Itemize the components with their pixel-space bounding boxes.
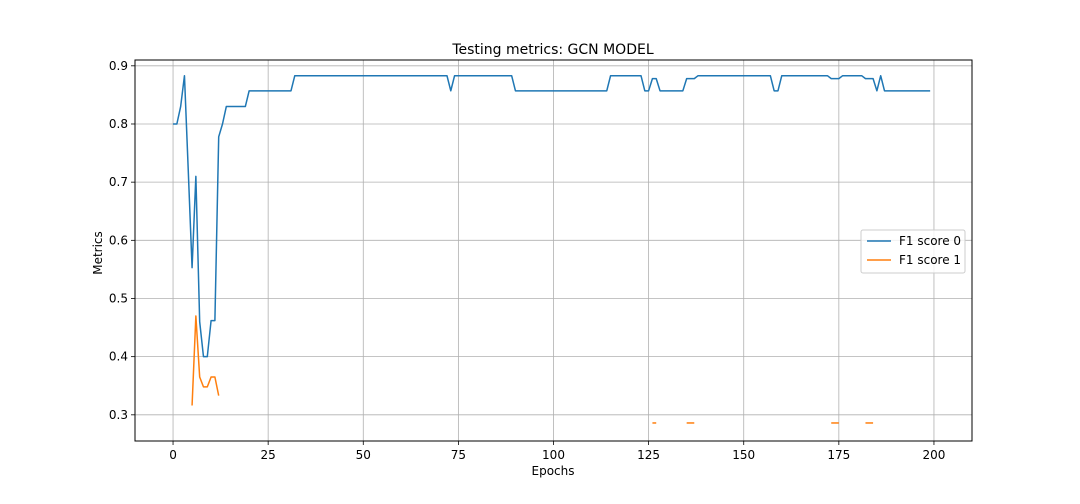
x-tick-label: 100 — [542, 448, 565, 462]
y-tick-label: 0.3 — [109, 408, 128, 422]
y-tick-label: 0.4 — [109, 350, 128, 364]
x-tick-label: 200 — [923, 448, 946, 462]
chart-title: Testing metrics: GCN MODEL — [451, 42, 653, 58]
y-tick-label: 0.5 — [109, 291, 128, 305]
y-axis-label: Metrics — [91, 231, 105, 275]
x-tick-label: 25 — [261, 448, 276, 462]
y-tick-label: 0.8 — [109, 117, 128, 131]
legend: F1 score 0 F1 score 1 — [860, 229, 966, 274]
x-tick-label: 175 — [827, 448, 850, 462]
x-axis-label: Epochs — [532, 464, 575, 478]
y-axis: 0.3 0.4 0.5 0.6 0.7 0.8 0.9 — [109, 59, 135, 422]
grid — [135, 60, 972, 441]
y-tick-label: 0.9 — [109, 59, 128, 73]
legend-label-1: F1 score 0 — [899, 234, 961, 248]
y-tick-label: 0.7 — [109, 175, 128, 189]
x-tick-label: 50 — [356, 448, 371, 462]
x-axis: 0 25 50 75 100 125 150 175 200 — [169, 441, 945, 462]
x-tick-label: 125 — [637, 448, 660, 462]
x-tick-label: 0 — [169, 448, 177, 462]
series-line-1 — [173, 74, 931, 358]
x-tick-label: 75 — [451, 448, 466, 462]
y-tick-label: 0.6 — [109, 233, 128, 247]
series-line-2 — [191, 315, 220, 406]
series-layer — [173, 74, 931, 424]
x-tick-label: 150 — [732, 448, 755, 462]
legend-label-2: F1 score 1 — [899, 253, 961, 267]
